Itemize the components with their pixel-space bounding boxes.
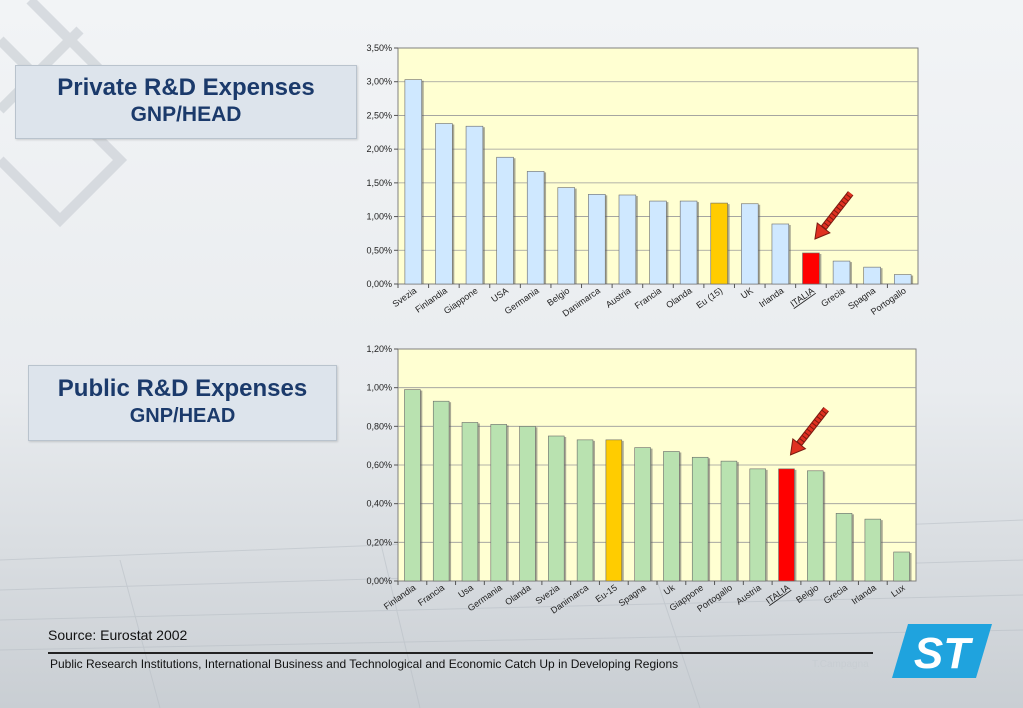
- public-arrow-icon: [789, 407, 829, 456]
- private-bar: [679, 200, 698, 285]
- private-ytick-label: 2,00%: [366, 144, 392, 154]
- private-xtick-label: Germania: [503, 285, 541, 316]
- public-xtick-label: Belgio: [794, 582, 820, 605]
- private-bar: [526, 171, 545, 285]
- public-subtitle: GNP/HEAD: [129, 405, 236, 427]
- public-xtick-label: ITALIA: [764, 582, 792, 606]
- st-logo-text: ST: [914, 629, 973, 678]
- public-xtick-label: Olanda: [503, 582, 533, 607]
- private-xtick-label: Olanda: [664, 285, 694, 310]
- public-bar: [576, 439, 594, 582]
- private-xtick-label: Grecia: [819, 285, 846, 308]
- public-xtick-label: Finlandia: [382, 582, 418, 611]
- footer-text: Public Research Institutions, Internatio…: [50, 657, 679, 671]
- public-title: Public R&D Expenses: [57, 375, 308, 402]
- public-bar: [749, 468, 766, 582]
- public-ytick-label: 1,00%: [366, 383, 392, 393]
- public-bar: [893, 551, 910, 582]
- private-bar: [557, 187, 575, 285]
- private-ytick-label: 1,50%: [366, 178, 392, 188]
- private-title: Private R&D Expenses: [57, 74, 315, 101]
- private-ytick-label: 3,50%: [366, 43, 392, 53]
- private-xtick-label: UK: [739, 285, 755, 300]
- public-bar: [778, 468, 795, 582]
- public-bar: [807, 470, 824, 582]
- private-ytick-label: 0,00%: [366, 279, 392, 289]
- public-bar: [432, 400, 450, 582]
- private-bar: [893, 274, 912, 285]
- private-xtick-label: Eu (15): [694, 285, 724, 310]
- public-bar: [548, 435, 565, 582]
- public-xtick-label: Usa: [456, 582, 475, 599]
- public-bar: [663, 451, 680, 582]
- public-bar: [634, 447, 651, 582]
- private-bar: [404, 79, 423, 285]
- private-ytick-label: 0,50%: [366, 245, 392, 255]
- public-title-box: Public R&D Expenses GNP/HEAD: [28, 365, 337, 441]
- public-bar: [691, 456, 709, 582]
- public-xtick-label: Grecia: [822, 582, 849, 605]
- public-xtick-label: Austria: [734, 582, 763, 606]
- public-xtick-label: Francia: [416, 582, 446, 607]
- private-xtick-label: USA: [489, 285, 510, 304]
- private-bar: [435, 123, 453, 285]
- private-bar: [496, 156, 514, 285]
- private-bar: [588, 194, 606, 285]
- private-bar: [771, 223, 790, 285]
- public-bar: [835, 513, 853, 582]
- public-xtick-label: Irlanda: [850, 582, 878, 606]
- public-xtick-label: Spagna: [617, 582, 648, 608]
- private-ytick-label: 3,00%: [366, 77, 392, 87]
- private-bar: [802, 252, 820, 285]
- public-ytick-label: 0,80%: [366, 421, 392, 431]
- author-label: T.Campagna: [812, 659, 869, 670]
- public-ytick-label: 0,00%: [366, 576, 392, 586]
- private-bar: [618, 194, 637, 285]
- public-bar: [519, 426, 536, 582]
- private-xtick-label: Irlanda: [757, 285, 785, 309]
- private-bar: [465, 125, 484, 285]
- public-ytick-label: 0,40%: [366, 499, 392, 509]
- public-bar: [605, 439, 623, 582]
- private-bar: [832, 260, 851, 285]
- footer-divider: [48, 652, 873, 654]
- public-ytick-label: 0,20%: [366, 537, 392, 547]
- private-bar: [649, 200, 667, 285]
- public-xtick-label: Uk: [662, 582, 677, 597]
- source-note: Source: Eurostat 2002: [48, 627, 188, 643]
- private-subtitle: GNP/HEAD: [130, 103, 242, 126]
- public-bar: [404, 389, 421, 582]
- st-logo-icon: ST: [892, 624, 992, 678]
- private-arrow-icon: [814, 191, 854, 240]
- private-xtick-label: ITALIA: [788, 285, 816, 309]
- public-xtick-label: Eu-15: [594, 582, 619, 604]
- public-rd-chart: 0,00% 0,20% 0,40% 0,60% 0,80% 1,00% 1,20% Finla…: [366, 344, 917, 616]
- public-bar: [461, 422, 479, 582]
- private-rd-chart: 0,00% 0,50% 1,00% 1,50% 2,00% 2,50% 3,00% 3,50%…: [366, 43, 919, 319]
- public-ytick-label: 1,20%: [366, 344, 392, 354]
- private-title-box: Private R&D Expenses GNP/HEAD: [15, 65, 357, 139]
- private-bar: [863, 266, 881, 285]
- private-ytick-label: 1,00%: [366, 212, 392, 222]
- private-bar: [741, 203, 759, 285]
- public-ytick-label: 0,60%: [366, 460, 392, 470]
- private-xtick-label: Austria: [604, 285, 633, 309]
- public-bar: [864, 518, 882, 582]
- public-bar: [490, 424, 507, 582]
- private-ytick-label: 2,50%: [366, 110, 392, 120]
- private-bar: [710, 202, 728, 285]
- private-xtick-label: Francia: [633, 285, 663, 310]
- public-bar: [720, 460, 738, 582]
- private-xtick-label: Giappone: [442, 285, 480, 316]
- public-xtick-label: Lux: [889, 582, 907, 599]
